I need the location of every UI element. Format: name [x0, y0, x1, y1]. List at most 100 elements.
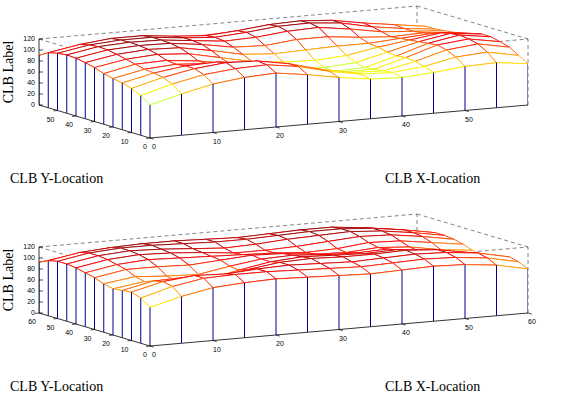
surface-edge	[245, 73, 277, 77]
box	[39, 6, 528, 138]
x-tick-label: 10	[213, 346, 221, 353]
x-tick	[339, 330, 343, 331]
y-tick	[54, 318, 58, 319]
surface-edge	[76, 58, 85, 62]
curtain-panel	[339, 78, 371, 122]
curtain-panel	[150, 94, 182, 138]
box-edge	[417, 214, 528, 247]
surface-edge	[48, 260, 57, 262]
y-tick	[54, 110, 58, 111]
z-tick	[39, 313, 43, 314]
y-tick-label: 10	[121, 346, 129, 353]
surface-edge	[371, 78, 403, 80]
surface-edge	[308, 75, 340, 78]
curtain-panel	[67, 264, 76, 324]
y-tick-label: 20	[102, 340, 110, 347]
surface-edge	[104, 74, 113, 79]
box	[39, 214, 528, 346]
stem	[140, 298, 141, 343]
stem	[94, 278, 95, 330]
surface-edge	[39, 53, 48, 56]
axes: 0102030405001020304050020406080100120	[23, 35, 528, 150]
z-tick-label: 120	[23, 243, 35, 250]
axes: 0102030405060010203040506002040608010012…	[23, 243, 536, 358]
stem	[66, 264, 67, 321]
curtain-panel	[434, 265, 466, 322]
z-tick-label: 40	[27, 287, 35, 294]
stem	[276, 279, 277, 335]
y-tick-label: 30	[84, 335, 92, 342]
stem	[339, 276, 340, 330]
stem	[94, 68, 95, 122]
stem	[66, 55, 67, 113]
curtain-panel	[371, 270, 403, 327]
x-axis-title: CLB X-Location	[385, 171, 480, 186]
box-edge	[528, 39, 529, 105]
curtain-panel	[497, 63, 529, 108]
curtain-panel	[113, 79, 122, 130]
z-tick	[39, 61, 43, 62]
x-tick	[465, 319, 469, 320]
y-tick-label: 0	[143, 143, 147, 150]
surface-edge	[85, 273, 94, 278]
z-tick-label: 0	[31, 309, 35, 316]
y-tick	[128, 132, 132, 133]
y-axis-title: CLB Y-Location	[10, 171, 103, 186]
curtain-panel	[402, 266, 434, 324]
curtain-panel	[213, 283, 245, 341]
z-tick	[39, 258, 43, 259]
stem	[150, 308, 151, 347]
stem	[370, 79, 371, 119]
x-tick-label: 60	[528, 318, 536, 325]
curtain-panel	[132, 292, 141, 343]
y-tick	[109, 127, 113, 128]
x-tick-label: 0	[152, 351, 156, 358]
z-tick	[39, 291, 43, 292]
x-tick-label: 40	[402, 329, 410, 336]
curtain-panel	[48, 261, 57, 319]
y-tick	[35, 313, 39, 314]
surface-edge	[150, 94, 182, 105]
curtain-panel	[132, 89, 141, 136]
surface-edge	[141, 298, 150, 307]
stem	[402, 78, 403, 117]
surface-edge	[85, 63, 94, 68]
surface-edge	[308, 276, 340, 278]
curtain-panel	[245, 73, 277, 130]
stem	[103, 74, 104, 125]
x-tick	[276, 335, 280, 336]
x-tick	[150, 346, 154, 347]
z-tick-label: 60	[27, 276, 35, 283]
y-tick	[91, 121, 95, 122]
surface-edge	[95, 278, 104, 284]
curtain-panel	[465, 63, 497, 111]
surface-edge	[402, 266, 434, 270]
stem	[339, 78, 340, 122]
curtain-panel	[465, 265, 497, 319]
curtain-panel	[76, 58, 85, 119]
y-tick-label: 50	[47, 116, 55, 123]
curtain-panel	[39, 53, 48, 108]
surface-edge	[95, 68, 104, 74]
x-tick-label: 20	[276, 340, 284, 347]
z-tick	[39, 72, 43, 73]
z-tick	[39, 105, 43, 106]
z-tick	[39, 247, 43, 248]
surface-edge	[132, 292, 141, 298]
curtain	[39, 53, 528, 138]
box-edge	[528, 247, 529, 313]
x-tick-label: 40	[402, 121, 410, 128]
surface-edge	[497, 63, 529, 64]
surface-edge	[39, 261, 48, 263]
x-tick	[465, 111, 469, 112]
stem	[213, 84, 214, 132]
curtain-panel	[104, 284, 113, 335]
y-tick	[91, 329, 95, 330]
surface-edge	[276, 73, 308, 75]
x-tick-label: 20	[276, 132, 284, 139]
y-tick	[128, 340, 132, 341]
surface-edge	[339, 274, 371, 276]
x-tick	[528, 313, 532, 314]
surface-edge	[182, 84, 214, 94]
x-tick-label: 50	[465, 116, 473, 123]
